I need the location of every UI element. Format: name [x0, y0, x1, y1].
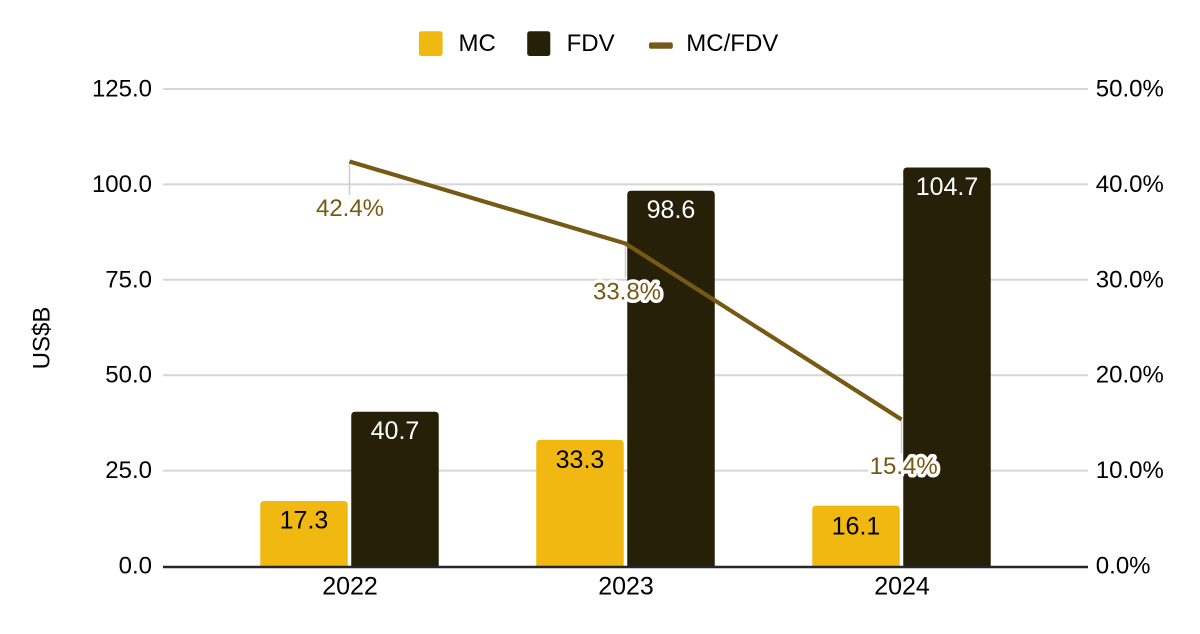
svg-text:50.0%: 50.0% — [1096, 76, 1164, 103]
svg-text:16.1: 16.1 — [832, 512, 881, 540]
svg-text:MC/FDV: MC/FDV — [686, 30, 778, 57]
svg-text:2023: 2023 — [598, 573, 654, 601]
svg-text:US$B: US$B — [29, 307, 56, 370]
svg-text:0.0: 0.0 — [119, 553, 152, 580]
svg-text:MC: MC — [459, 30, 496, 57]
svg-text:15.4%: 15.4% — [870, 453, 938, 480]
svg-text:98.6: 98.6 — [647, 196, 696, 224]
svg-text:20.0%: 20.0% — [1096, 362, 1164, 389]
svg-text:25.0: 25.0 — [105, 457, 152, 484]
svg-text:42.4%: 42.4% — [316, 195, 384, 222]
svg-text:104.7: 104.7 — [916, 173, 979, 201]
svg-text:40.7: 40.7 — [371, 417, 420, 445]
svg-text:33.3: 33.3 — [556, 446, 605, 474]
svg-text:17.3: 17.3 — [280, 506, 329, 534]
svg-text:0.0%: 0.0% — [1096, 553, 1151, 580]
svg-text:FDV: FDV — [567, 30, 615, 57]
svg-text:75.0: 75.0 — [105, 266, 152, 293]
svg-text:40.0%: 40.0% — [1096, 171, 1164, 198]
svg-text:125.0: 125.0 — [92, 76, 152, 103]
svg-text:33.8%: 33.8% — [593, 279, 661, 306]
svg-text:50.0: 50.0 — [105, 362, 152, 389]
svg-text:2024: 2024 — [874, 573, 930, 601]
svg-text:30.0%: 30.0% — [1096, 266, 1164, 293]
svg-text:100.0: 100.0 — [92, 171, 152, 198]
svg-text:10.0%: 10.0% — [1096, 457, 1164, 484]
svg-text:2022: 2022 — [322, 573, 378, 601]
